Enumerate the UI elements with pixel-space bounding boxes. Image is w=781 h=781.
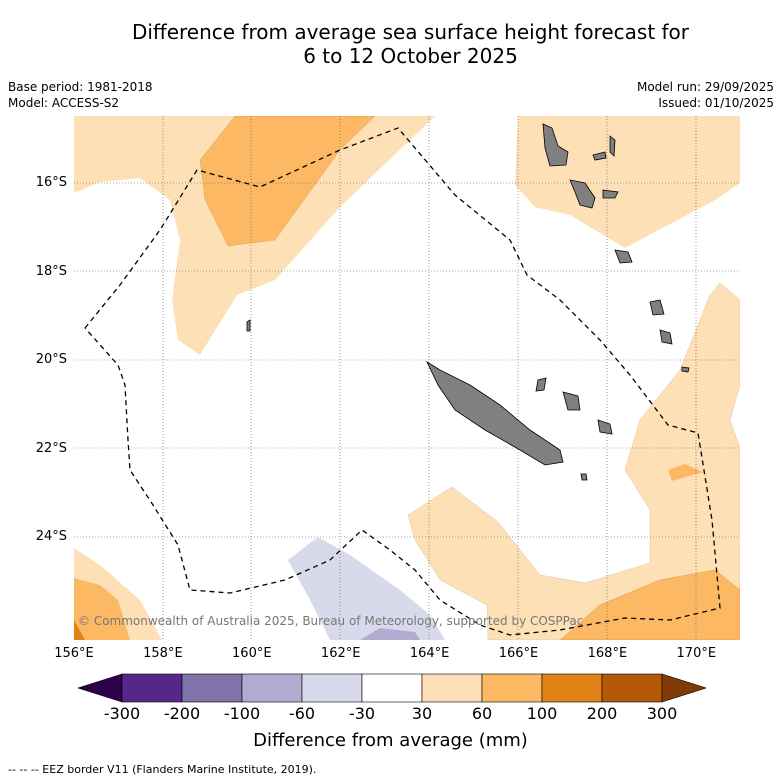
colorbar-label: Difference from average (mm) bbox=[253, 730, 528, 751]
colorbar-tick-label: -30 bbox=[348, 704, 376, 723]
meta-left: Base period: 1981-2018 Model: ACCESS-S2 bbox=[8, 79, 153, 111]
x-tick-label: 156°E bbox=[54, 646, 94, 661]
island-east-2 bbox=[659, 329, 673, 345]
vanuatu-island-a bbox=[609, 135, 616, 157]
model-run: Model run: 29/09/2025 bbox=[636, 80, 774, 94]
y-tick-label: 16°S bbox=[35, 175, 67, 190]
colorbar-tick-label: -300 bbox=[103, 704, 141, 723]
colorbar-extend-high bbox=[661, 673, 706, 703]
chart-title: Difference from average sea surface heig… bbox=[0, 20, 781, 68]
colorbar-tick-label: 100 bbox=[526, 704, 558, 723]
footer-note: -- -- -- EEZ border V11 (Flanders Marine… bbox=[8, 763, 317, 776]
title-line-2: 6 to 12 October 2025 bbox=[303, 44, 518, 68]
fill-60-100-blob bbox=[668, 464, 703, 481]
x-tick-label: 158°E bbox=[143, 646, 183, 661]
colorbar bbox=[77, 673, 706, 703]
title-line-1: Difference from average sea surface heig… bbox=[131, 20, 690, 44]
colorbar-tick-label: -200 bbox=[163, 704, 201, 723]
colorbar-tick-label: 30 bbox=[411, 704, 433, 723]
base-period: Base period: 1981-2018 bbox=[8, 80, 153, 94]
fill-30-60-northeast bbox=[515, 116, 740, 248]
loyalty-island-1 bbox=[562, 391, 581, 411]
colorbar-swatch bbox=[361, 673, 423, 703]
model-name: Model: ACCESS-S2 bbox=[8, 96, 120, 110]
x-tick-label: 160°E bbox=[232, 646, 272, 661]
colorbar-swatch bbox=[301, 673, 363, 703]
colorbar-swatch bbox=[241, 673, 303, 703]
map-plot bbox=[74, 116, 740, 640]
new-caledonia bbox=[426, 360, 564, 466]
vanuatu-erromango bbox=[614, 249, 633, 264]
anomaly-fills bbox=[74, 116, 740, 640]
eez-border bbox=[84, 127, 721, 636]
y-tick-label: 20°S bbox=[35, 352, 67, 367]
island-east-3 bbox=[681, 366, 690, 373]
colorbar-swatch bbox=[121, 673, 183, 703]
colorbar-tick-label: 200 bbox=[586, 704, 618, 723]
colorbar-tick-label: 60 bbox=[471, 704, 493, 723]
meta-right: Model run: 29/09/2025 Issued: 01/10/2025 bbox=[637, 79, 774, 111]
island-east-1 bbox=[649, 299, 665, 316]
colorbar-tick-label: -100 bbox=[223, 704, 261, 723]
x-tick-label: 170°E bbox=[676, 646, 717, 661]
fill-60-100-southwest bbox=[74, 578, 130, 640]
x-tick-label: 166°E bbox=[498, 646, 539, 661]
fill-neg30-neg60 bbox=[288, 537, 445, 640]
fill-60-100-southeast bbox=[559, 569, 740, 640]
colorbar-swatch bbox=[421, 673, 483, 703]
colorbar-extend-low bbox=[77, 673, 123, 703]
colorbar-tick-label: -60 bbox=[288, 704, 316, 723]
colorbar-swatch bbox=[481, 673, 543, 703]
y-tick-label: 18°S bbox=[35, 263, 67, 279]
land bbox=[246, 123, 690, 481]
vanuatu-malekula bbox=[569, 179, 596, 209]
fill-60-100-northwest bbox=[199, 116, 376, 247]
fill-30-60-southeast bbox=[407, 282, 740, 640]
fill-neg60-neg100 bbox=[360, 628, 420, 640]
vanuatu-espiritu-santo bbox=[542, 123, 569, 167]
issued-date: Issued: 01/10/2025 bbox=[658, 96, 774, 110]
copyright-text: © Commonwealth of Australia 2025, Bureau… bbox=[78, 614, 584, 628]
island-south bbox=[580, 473, 588, 481]
y-tick-label: 22°S bbox=[35, 440, 67, 456]
x-tick-label: 162°E bbox=[320, 646, 361, 661]
x-tick-label: 164°E bbox=[409, 646, 450, 661]
colorbar-tick-label: 300 bbox=[646, 704, 678, 723]
vanuatu-efate bbox=[602, 189, 619, 199]
fill-100-200-southwest bbox=[74, 620, 85, 640]
colorbar-swatch bbox=[181, 673, 243, 703]
chesterfield-islet bbox=[246, 319, 251, 332]
y-tick-label: 24°S bbox=[35, 529, 67, 544]
gridlines bbox=[74, 116, 740, 640]
loyalty-island-3 bbox=[535, 377, 547, 392]
colorbar-swatch bbox=[541, 673, 603, 703]
x-tick-label: 168°E bbox=[587, 646, 628, 661]
loyalty-island-2 bbox=[597, 419, 613, 435]
vanuatu-island-b bbox=[592, 151, 607, 161]
colorbar-swatch bbox=[601, 673, 663, 703]
